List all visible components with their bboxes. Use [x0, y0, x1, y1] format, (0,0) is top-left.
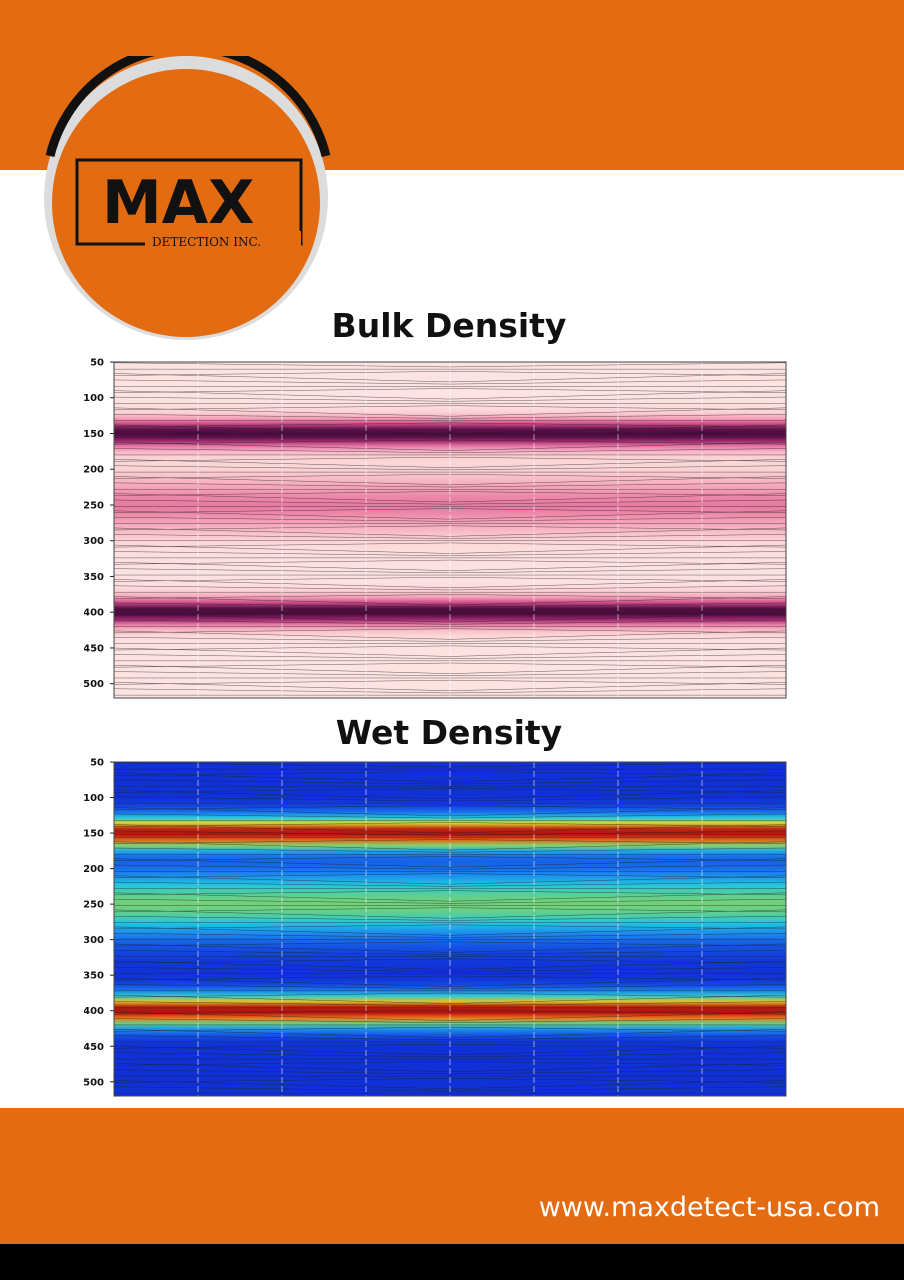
contour-line [113, 688, 787, 694]
y-tick-label: 400 [84, 608, 104, 619]
max-detection-logo: MAX DETECTION INC. [44, 56, 331, 340]
contour-line [113, 596, 787, 606]
footer-bar [0, 1244, 904, 1280]
y-tick-label: 50 [90, 358, 104, 369]
y-tick-label: 100 [84, 393, 104, 404]
contour-line [113, 654, 787, 659]
contour-line [113, 424, 787, 434]
y-tick-label: 500 [84, 1077, 104, 1088]
contour-line [113, 630, 787, 640]
contour-line [113, 994, 787, 1004]
y-tick-label: 300 [84, 935, 104, 946]
contour-line [113, 941, 787, 947]
website-link[interactable]: www.maxdetect-usa.com [538, 1192, 880, 1223]
contour-line [113, 858, 787, 868]
contour-line [113, 1011, 787, 1021]
contour-line [113, 459, 787, 468]
y-tick-label: 350 [84, 971, 104, 982]
wet-density-chart: 50 100 150 200 250 300 350 400 450 500 [84, 758, 787, 1097]
logo-tagline: DETECTION INC. [152, 235, 261, 249]
y-tick-label: 150 [84, 429, 104, 440]
bulk-density-chart: 50 100 150 200 250 300 350 400 450 500 [84, 358, 787, 699]
contour-line [113, 499, 787, 505]
y-tick-label: 500 [84, 679, 104, 690]
contour-line [113, 516, 787, 522]
y-tick-label: 150 [84, 829, 104, 840]
y-tick-label: 250 [84, 900, 104, 911]
footer-band [0, 1108, 904, 1244]
contour-line [113, 824, 787, 834]
contour-line [113, 482, 787, 488]
contour-line [113, 1035, 787, 1041]
y-tick-label: 200 [84, 864, 104, 875]
plot-frame [113, 761, 787, 1097]
bulk-density-title: Bulk Density [331, 306, 567, 345]
contour-line [113, 1018, 787, 1024]
contour-line [113, 441, 787, 451]
wet-density-title: Wet Density [335, 713, 563, 752]
contour-line [113, 807, 787, 817]
contour-line [113, 975, 787, 981]
contour-line [113, 864, 787, 870]
contour-line [113, 881, 787, 887]
contour-line [113, 465, 787, 471]
y-tick-label: 450 [84, 1042, 104, 1053]
y-tick-label: 200 [84, 465, 104, 476]
contour-line [113, 388, 787, 393]
contour-line [113, 611, 787, 616]
contour-line [113, 671, 787, 677]
contour-line [113, 822, 787, 827]
contour-line [113, 613, 787, 623]
logo-wordmark: MAX [102, 168, 254, 238]
contour-line [113, 594, 787, 599]
y-tick-label: 350 [84, 572, 104, 583]
contour-line [113, 422, 787, 428]
y-tick-label: 250 [84, 500, 104, 511]
y-tick-label: 50 [90, 758, 104, 769]
plot-frame [113, 361, 787, 699]
contour-line [113, 647, 787, 657]
y-tick-label: 300 [84, 536, 104, 547]
contour-line [113, 788, 787, 793]
y-tick-label: 100 [84, 793, 104, 804]
contour-line [113, 958, 787, 964]
contour-line [113, 805, 787, 810]
y-tick-label: 450 [84, 643, 104, 654]
contour-line [113, 1052, 787, 1058]
contour-line [113, 977, 787, 987]
contour-line [113, 841, 787, 851]
contour-line [113, 405, 787, 411]
contour-line [113, 898, 787, 904]
contour-line [113, 576, 787, 582]
y-tick-label: 400 [84, 1006, 104, 1017]
